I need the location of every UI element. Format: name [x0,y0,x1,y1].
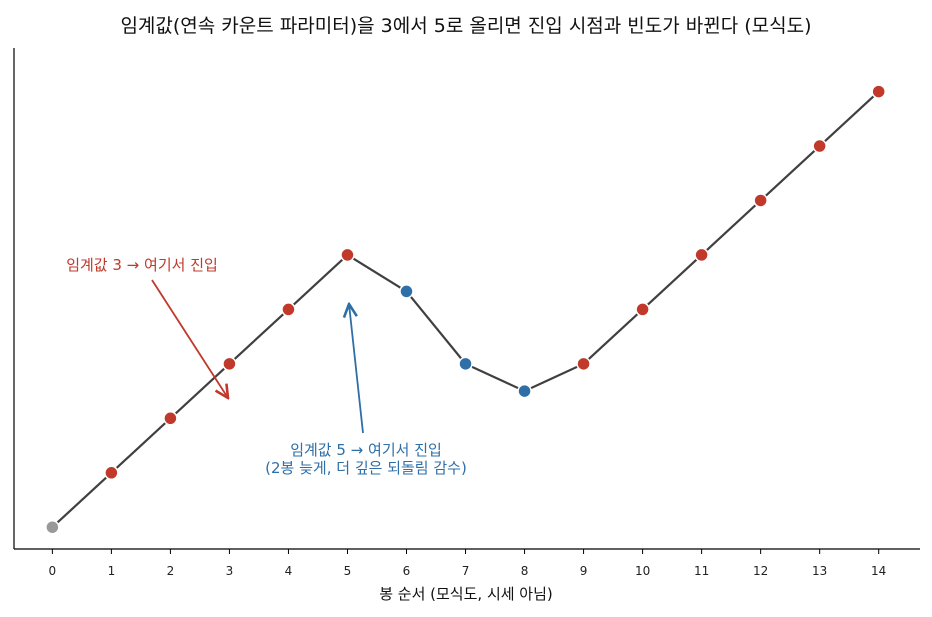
x-tick-label: 12 [753,564,768,578]
x-tick-label: 14 [871,564,886,578]
x-ticks: 0 1 2 3 4 5 6 7 8 9 10 11 12 13 14 [49,549,886,578]
x-tick-label: 6 [403,564,411,578]
data-point [517,383,532,399]
chart-title: 임계값(연속 카운트 파라미터)을 3에서 5로 올리면 진입 시점과 빈도가 … [120,15,811,37]
data-point [576,356,591,372]
x-tick-label: 8 [521,564,529,578]
x-tick-label: 7 [462,564,470,578]
x-tick-label: 2 [167,564,175,578]
data-points [45,84,886,535]
data-point [694,247,709,263]
x-tick-label: 11 [694,564,709,578]
annotation-arrow-threshold-5 [349,304,364,434]
data-point [45,519,60,535]
data-point [222,356,237,372]
data-point [281,302,296,317]
data-point [163,411,178,426]
x-tick-label: 13 [812,564,827,578]
data-point [340,247,355,263]
x-axis-label: 봉 순서 (모식도, 시세 아님) [379,585,553,603]
x-tick-label: 1 [108,564,116,578]
annotation-arrow-threshold-3 [151,279,228,398]
x-tick-label: 9 [580,564,588,578]
x-tick-label: 0 [49,564,57,578]
x-tick-label: 3 [226,564,234,578]
data-point [458,356,473,372]
data-point [753,193,768,208]
x-tick-label: 5 [344,564,352,578]
annotation-threshold-5-line-2: (2봉 늦게, 더 깊은 되돌림 감수) [265,459,467,477]
data-point [104,465,119,481]
data-point [812,138,827,154]
annotation-threshold-5-line-1: 임계값 5 → 여기서 진입 [290,441,442,459]
x-tick-label: 10 [635,564,650,578]
x-tick-label: 4 [285,564,293,578]
data-point [399,284,414,299]
annotation-threshold-3: 임계값 3 → 여기서 진입 [66,256,218,274]
data-point [635,302,650,317]
data-point [871,84,886,99]
